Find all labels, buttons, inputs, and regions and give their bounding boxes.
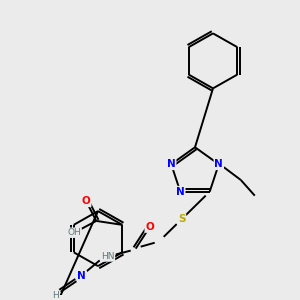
Text: N: N (77, 271, 86, 281)
Text: S: S (178, 214, 185, 224)
Text: O: O (145, 222, 154, 232)
Text: H: H (52, 291, 59, 300)
Text: N: N (176, 187, 185, 197)
Text: O: O (82, 196, 91, 206)
Text: OH: OH (68, 228, 81, 237)
Text: N: N (167, 159, 176, 169)
Text: HN: HN (101, 252, 114, 261)
Text: N: N (214, 159, 223, 169)
